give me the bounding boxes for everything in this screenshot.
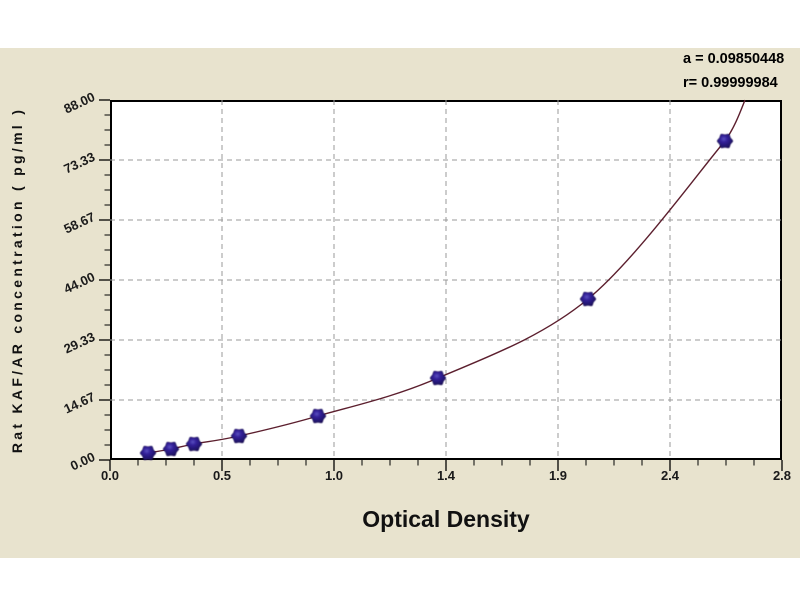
svg-text:2.8: 2.8 [773,468,791,483]
svg-text:Optical Density: Optical Density [362,506,530,532]
svg-text:58.67: 58.67 [61,209,97,236]
svg-text:r= 0.99999984: r= 0.99999984 [683,75,778,91]
svg-text:14.67: 14.67 [61,389,97,416]
svg-text:Rat KAF/AR concentration ( pg/: Rat KAF/AR concentration ( pg/ml ) [9,107,25,453]
svg-text:44.00: 44.00 [61,269,97,296]
svg-text:2.4: 2.4 [661,468,680,483]
svg-text:1.9: 1.9 [549,468,567,483]
svg-text:0.0: 0.0 [101,468,119,483]
svg-text:0.5: 0.5 [213,468,231,483]
svg-text:29.33: 29.33 [61,329,97,356]
svg-text:0.00: 0.00 [68,449,97,473]
svg-text:88.00: 88.00 [61,89,97,116]
svg-text:a = 0.09850448: a = 0.09850448 [683,51,784,67]
svg-text:73.33: 73.33 [61,149,97,176]
svg-text:1.4: 1.4 [437,468,456,483]
svg-text:1.0: 1.0 [325,468,343,483]
